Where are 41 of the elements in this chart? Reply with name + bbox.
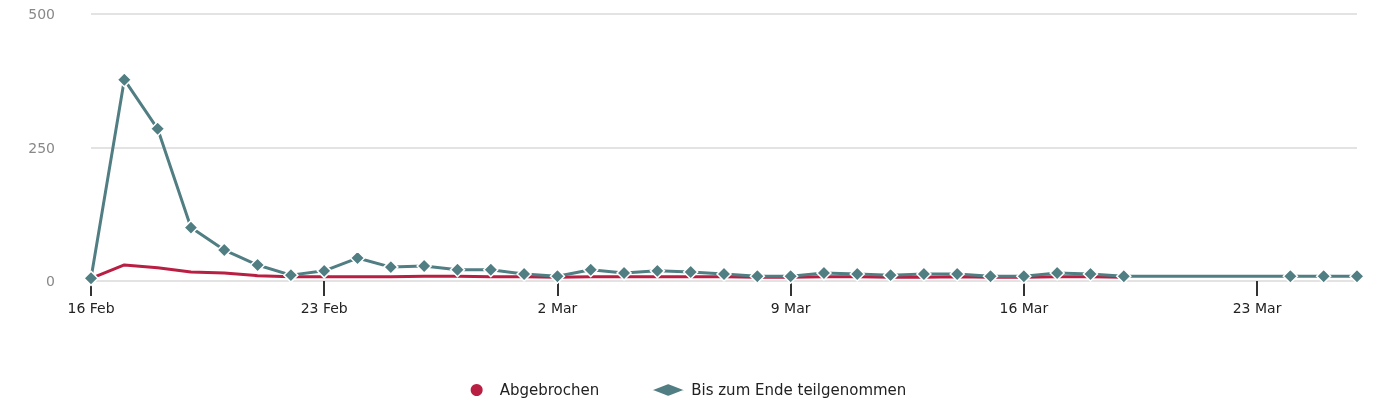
- y-tick-label: 250: [28, 139, 55, 156]
- point: [249, 257, 266, 273]
- x-tick-label: 9 Mar: [770, 300, 811, 316]
- point: [882, 267, 899, 283]
- point: [416, 258, 432, 274]
- point: [1016, 268, 1032, 284]
- y-tick-label: 500: [28, 6, 55, 22]
- point: [816, 265, 832, 281]
- point: [949, 266, 965, 282]
- point: [649, 263, 666, 279]
- point: [283, 267, 299, 283]
- point: [549, 268, 566, 284]
- point: [383, 259, 399, 275]
- point: [83, 270, 99, 287]
- point: [516, 266, 532, 282]
- point: [183, 219, 199, 236]
- x-tick-label: 23 Feb: [300, 300, 348, 316]
- point: [682, 264, 699, 280]
- point: [849, 266, 866, 282]
- legend-label: Abgebrochen: [499, 381, 600, 399]
- point: [316, 263, 332, 279]
- point: [749, 268, 766, 284]
- point: [216, 242, 233, 258]
- point: [716, 266, 732, 282]
- point: [582, 262, 599, 278]
- point: [982, 268, 999, 284]
- point: [483, 262, 499, 278]
- x-tick-label: 2 Mar: [537, 300, 578, 316]
- point: [1049, 265, 1065, 281]
- x-tick-label: 16 Mar: [999, 300, 1049, 316]
- legend-label: Bis zum Ende teilgenommen: [691, 381, 907, 399]
- point: [782, 268, 799, 284]
- y-tick-label: 0: [46, 273, 55, 289]
- point: [449, 262, 466, 278]
- point: [916, 266, 932, 282]
- point: [616, 265, 632, 281]
- point: [1082, 266, 1099, 282]
- point: [149, 121, 166, 137]
- point: [1116, 268, 1132, 284]
- x-tick-label: 16 Feb: [67, 300, 115, 316]
- x-tick-label: 23 Mar: [1232, 300, 1282, 316]
